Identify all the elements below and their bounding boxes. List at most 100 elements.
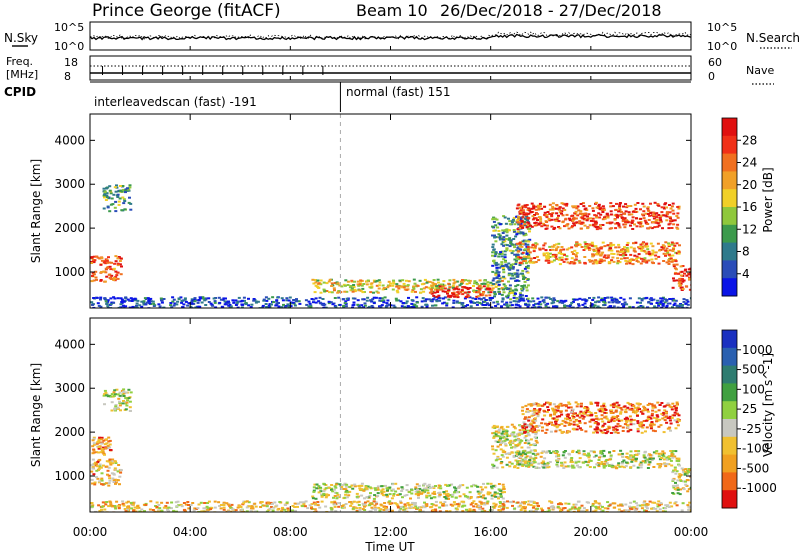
velocity-cell <box>650 414 654 417</box>
power-cell <box>566 223 570 226</box>
velocity-cell <box>107 474 111 477</box>
power-cell <box>571 301 575 303</box>
velocity-cell <box>488 491 492 494</box>
power-cell <box>307 300 311 303</box>
power-cell <box>118 190 122 192</box>
power-cell <box>337 290 341 292</box>
velocity-cell <box>499 441 503 444</box>
power-cell <box>285 299 289 302</box>
power-cell <box>509 298 513 301</box>
velocity-cell <box>614 409 618 412</box>
power-cell <box>514 261 518 264</box>
velocity-cell <box>144 503 148 506</box>
power-cell <box>222 297 226 300</box>
power-cell <box>369 291 373 294</box>
power-cell <box>491 279 495 282</box>
power-cell <box>657 304 661 307</box>
power-cell <box>420 300 424 303</box>
velocity-cell <box>555 463 559 466</box>
velocity-cell <box>417 496 420 499</box>
power-cell <box>472 285 475 287</box>
power-cell <box>555 306 559 308</box>
power-cell <box>424 298 428 301</box>
velocity-cell <box>601 424 605 427</box>
power-cell <box>685 274 689 277</box>
power-cell <box>193 300 197 303</box>
power-cell <box>639 305 643 307</box>
velocity-cell <box>579 410 583 413</box>
velocity-cell <box>345 489 349 492</box>
velocity-cell <box>663 419 667 422</box>
power-cell <box>255 300 259 303</box>
velocity-cell <box>668 415 672 418</box>
power-cell <box>491 225 494 228</box>
power-cell <box>596 306 599 308</box>
power-cell <box>119 303 123 306</box>
velocity-cell <box>333 500 337 503</box>
power-cell <box>568 217 571 220</box>
power-cell <box>502 268 506 271</box>
power-cell <box>575 221 579 224</box>
power-cell <box>581 217 585 220</box>
power-cell <box>487 304 491 307</box>
velocity-cell <box>522 460 525 463</box>
power-cell <box>477 294 481 297</box>
velocity-cell <box>426 484 430 487</box>
velocity-cell <box>105 501 109 503</box>
velocity-cell <box>498 458 502 461</box>
power-cell <box>518 212 522 215</box>
velocity-cell <box>647 463 651 466</box>
velocity-cell <box>490 494 494 497</box>
power-cell <box>642 241 645 244</box>
velocity-cell <box>483 502 487 505</box>
power-cell <box>109 203 113 206</box>
power-cell <box>670 298 674 301</box>
power-cell <box>365 283 369 286</box>
velocity-cell <box>566 509 570 512</box>
power-cell <box>523 242 527 245</box>
velocity-cell <box>250 505 254 508</box>
power-cell <box>635 301 639 304</box>
power-cell <box>447 282 451 285</box>
velocity-cell <box>472 483 476 486</box>
power-cell <box>457 288 461 291</box>
velocity-cell <box>628 505 631 508</box>
velocity-cell <box>652 466 656 468</box>
velocity-cell <box>332 496 335 499</box>
power-cell <box>366 296 370 299</box>
power-cell <box>452 299 456 302</box>
power-cell <box>506 294 510 297</box>
power-cell <box>122 305 126 308</box>
velocity-cell <box>360 484 364 487</box>
power-cell <box>564 217 568 220</box>
velocity-cell <box>619 412 623 415</box>
velocity-cell <box>437 486 441 489</box>
velocity-cell <box>631 506 635 509</box>
power-cell <box>376 291 380 294</box>
power-cell <box>652 211 656 214</box>
power-cell <box>490 306 494 308</box>
power-cell <box>128 299 132 302</box>
velocity-cell <box>521 406 525 409</box>
power-cell <box>92 261 96 264</box>
power-cell <box>236 306 240 308</box>
power-cell <box>236 300 240 303</box>
velocity-cell <box>559 509 562 512</box>
power-cell <box>513 230 517 233</box>
velocity-cell <box>652 404 656 407</box>
velocity-cell <box>477 505 481 508</box>
power-cell <box>503 277 507 280</box>
velocity-cell <box>92 473 96 476</box>
velocity-cell <box>100 483 104 486</box>
power-cell <box>628 297 632 300</box>
velocity-cell <box>113 506 117 509</box>
velocity-cell <box>395 503 399 506</box>
power-cell <box>601 224 605 226</box>
power-cell <box>117 203 121 206</box>
power-cell <box>571 219 575 222</box>
power-ytick-label: 3000 <box>54 177 85 191</box>
power-cell <box>119 297 123 300</box>
power-cell <box>244 303 248 306</box>
velocity-cell <box>409 497 412 500</box>
power-cell <box>477 291 480 294</box>
